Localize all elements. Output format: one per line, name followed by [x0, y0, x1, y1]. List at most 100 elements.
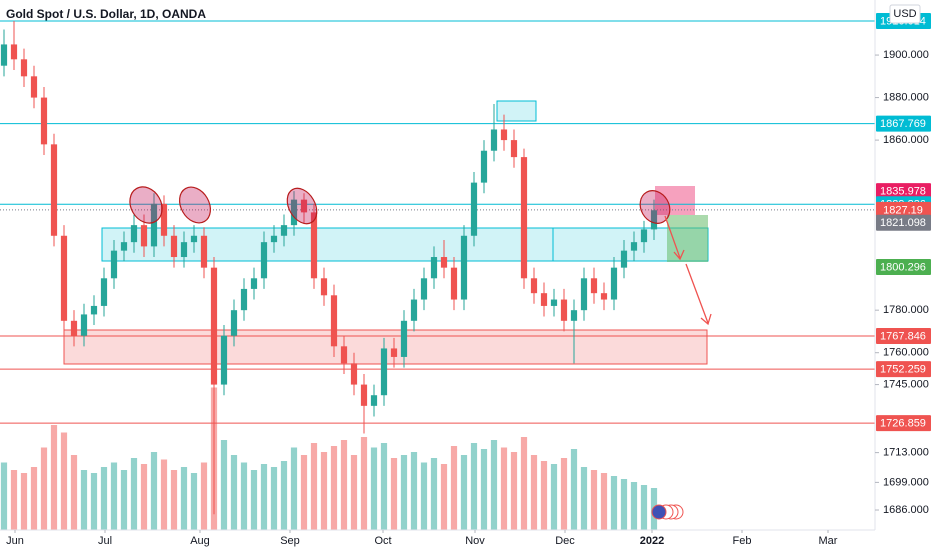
candle-body [190, 235, 198, 243]
candle-body [90, 305, 98, 315]
volume-bar [20, 473, 28, 530]
volume-bar [640, 485, 648, 530]
volume-bar [620, 479, 628, 530]
candle-body [320, 278, 328, 296]
volume-bar [360, 437, 368, 530]
candle-body [530, 278, 538, 294]
candle-body [10, 44, 18, 60]
y-tick-label: 1880.000 [883, 91, 929, 103]
volume-bar [580, 467, 588, 530]
candle-body [400, 320, 408, 357]
volume-bar [450, 446, 458, 530]
volume-bar [110, 462, 118, 530]
volume-bar [600, 473, 608, 530]
volume-bar [610, 476, 618, 530]
candle-body [550, 299, 558, 306]
candle-body [380, 348, 388, 396]
volume-bar [180, 467, 188, 530]
arrows [664, 215, 712, 326]
candle-body [0, 44, 8, 66]
candle-body [570, 310, 578, 321]
candle-body [360, 384, 368, 406]
candle-body [250, 278, 258, 289]
candle-body [480, 150, 488, 183]
x-tick-label: Oct [374, 535, 391, 547]
volume-bar [420, 462, 428, 530]
volume-bar [240, 462, 248, 530]
volume-bar [370, 447, 378, 530]
price-tag [876, 214, 931, 231]
volume-bar [330, 446, 338, 530]
candle-body [500, 129, 508, 141]
volume-bar [150, 452, 158, 530]
target-zone [667, 215, 708, 262]
x-tick-label: Jun [6, 535, 24, 547]
price-tag [876, 201, 931, 218]
volume-bar [460, 455, 468, 530]
price-tag-label: 1726.859 [880, 418, 926, 430]
price-tag-label: 1752.259 [880, 364, 926, 376]
volume-bar [90, 473, 98, 530]
candle-body [200, 235, 208, 268]
x-tick-label: Feb [733, 535, 752, 547]
candle-body [430, 257, 438, 279]
candle-body [490, 129, 498, 151]
candle-body [330, 295, 338, 347]
y-tick-label: 1713.000 [883, 447, 929, 459]
candle-body [390, 348, 398, 357]
candle-body [510, 140, 518, 158]
y-tick-label: 1860.000 [883, 134, 929, 146]
top-zone [496, 100, 537, 122]
currency-badge[interactable] [889, 4, 921, 24]
volume-bar [140, 464, 148, 530]
price-tag-label: 1821.098 [880, 217, 926, 229]
candle-body [150, 203, 158, 247]
candle-body [370, 395, 378, 406]
volume-bar [500, 447, 508, 530]
price-tag [876, 259, 931, 276]
candle-body [630, 242, 638, 251]
volume-bar [350, 455, 358, 530]
volume-bar [30, 467, 38, 530]
volume-bar [40, 447, 48, 530]
candle-body [610, 267, 618, 300]
price-tag [876, 183, 931, 200]
candle-body [130, 225, 138, 243]
volume-bar [530, 455, 538, 530]
volume-bar [410, 452, 418, 530]
volume-bar [470, 443, 478, 530]
candle-body [450, 267, 458, 300]
level-lines [0, 20, 875, 424]
volume-bar [320, 452, 328, 530]
candle-body [80, 314, 88, 336]
peak-marker [129, 186, 163, 224]
volume-bar [430, 458, 438, 530]
volume-bar [490, 440, 498, 530]
price-tag [876, 115, 931, 132]
currency-label: USD [893, 8, 916, 20]
x-tick-label: Mar [819, 535, 838, 547]
volume-bar [590, 470, 598, 530]
price-tag-label: 1867.769 [880, 118, 926, 130]
volume-bar [0, 462, 8, 530]
volume-bar [480, 449, 488, 530]
candle-body [180, 242, 188, 258]
volume-bar [510, 452, 518, 530]
x-tick-label: Sep [280, 535, 300, 547]
volume-bar [560, 458, 568, 530]
candle-body [590, 278, 598, 294]
candle-body [620, 250, 628, 268]
y-tick-label: 1699.000 [883, 476, 929, 488]
candle-body [580, 278, 588, 311]
candle-body [110, 250, 118, 279]
candle-body [20, 59, 28, 77]
volume-bar [400, 455, 408, 530]
price-tag-label: 1800.296 [880, 261, 926, 273]
candle-body [290, 199, 298, 226]
volume-bar [70, 455, 78, 530]
volume-bar [630, 482, 638, 530]
candle-body [560, 299, 568, 321]
volume-bar [280, 461, 288, 530]
